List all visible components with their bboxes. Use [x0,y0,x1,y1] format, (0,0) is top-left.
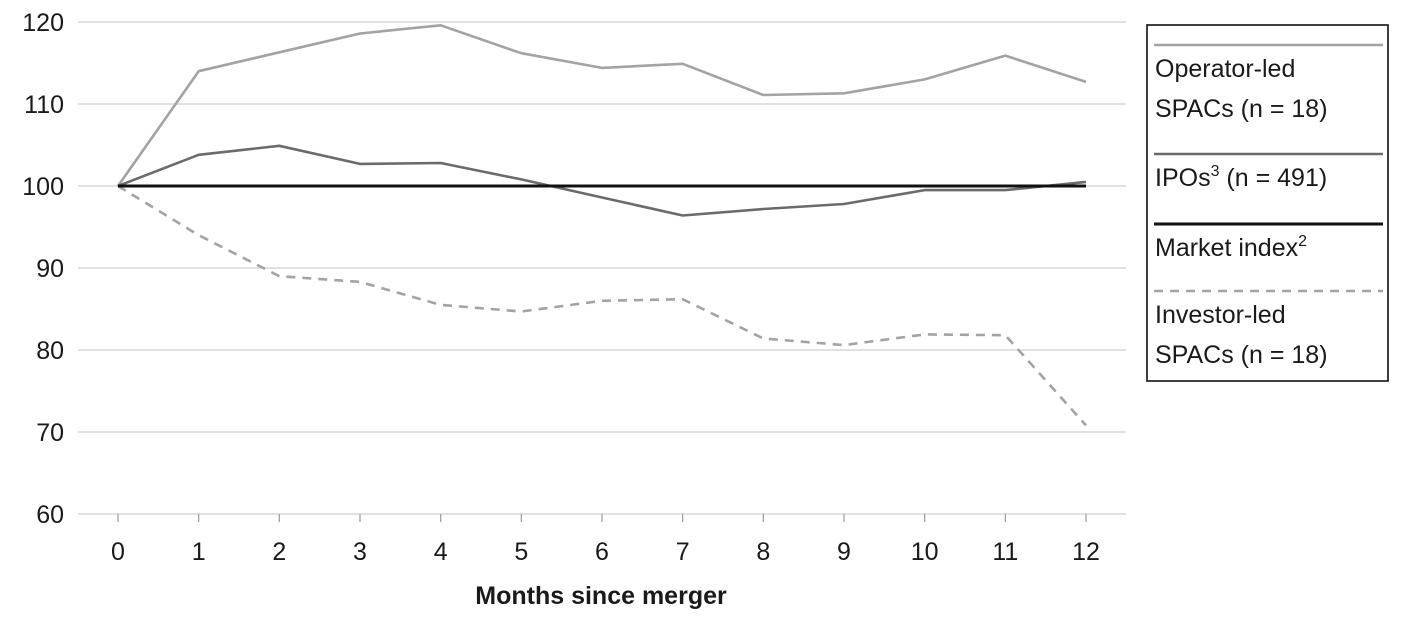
legend-label-ipos: IPOs3 (n = 491) [1155,163,1327,192]
grid-lines [78,21,1126,515]
x-tick-label: 3 [353,538,367,566]
x-axis-title: Months since merger [475,582,727,610]
legend-text-part: IPOs [1155,164,1211,192]
y-tick-label: 110 [24,91,64,119]
legend-text-part: SPACs (n = 18) [1155,95,1328,123]
legend-label-operator: Operator-led [1155,55,1295,83]
legend-box [1146,24,1389,382]
y-axis-tick-labels: 60 70 80 90 100 110 120 [22,9,64,529]
legend-label-investor: Investor-led [1155,301,1286,329]
legend-label-market: Market index2 [1155,233,1307,262]
y-tick-label: 70 [36,419,64,447]
legend-superscript: 3 [1211,163,1220,180]
x-tick-label: 10 [911,538,939,566]
series-line-investor [117,184,1087,427]
y-tick-label: 120 [22,9,64,37]
y-tick-label: 90 [36,255,64,283]
x-tick-label: 4 [434,538,448,566]
series-lines [116,23,1087,427]
x-tick-label: 7 [676,538,690,566]
y-tick-label: 80 [36,337,64,365]
x-tick-label: 11 [992,538,1018,566]
legend-text-part: Market index [1155,234,1299,262]
legend-label-operator: SPACs (n = 18) [1155,95,1328,123]
x-tick-label: 1 [192,538,206,566]
x-tick-label: 2 [272,538,286,566]
x-axis-ticks: 0 1 2 3 4 5 6 7 8 9 10 11 12 [111,514,1100,566]
x-tick-label: 12 [1072,538,1100,566]
x-tick-label: 5 [514,538,528,566]
legend-text-part: SPACs (n = 18) [1155,341,1328,369]
y-tick-label: 100 [22,173,64,201]
x-tick-label: 6 [595,538,609,566]
legend: Operator-led SPACs (n = 18) IPOs3 (n = 491… [1146,24,1389,382]
x-tick-label: 0 [111,538,125,566]
legend-label-investor: SPACs (n = 18) [1155,341,1328,369]
x-tick-label: 8 [756,538,770,566]
series-line-operator [116,23,1087,187]
legend-superscript: 2 [1298,233,1307,250]
y-tick-label: 60 [36,501,64,529]
legend-text-part: (n = 491) [1219,164,1327,192]
x-tick-label: 9 [837,538,851,566]
legend-text-part: Investor-led [1155,301,1286,329]
series-line-ipos [117,144,1087,217]
legend-text-part: Operator-led [1155,55,1295,83]
